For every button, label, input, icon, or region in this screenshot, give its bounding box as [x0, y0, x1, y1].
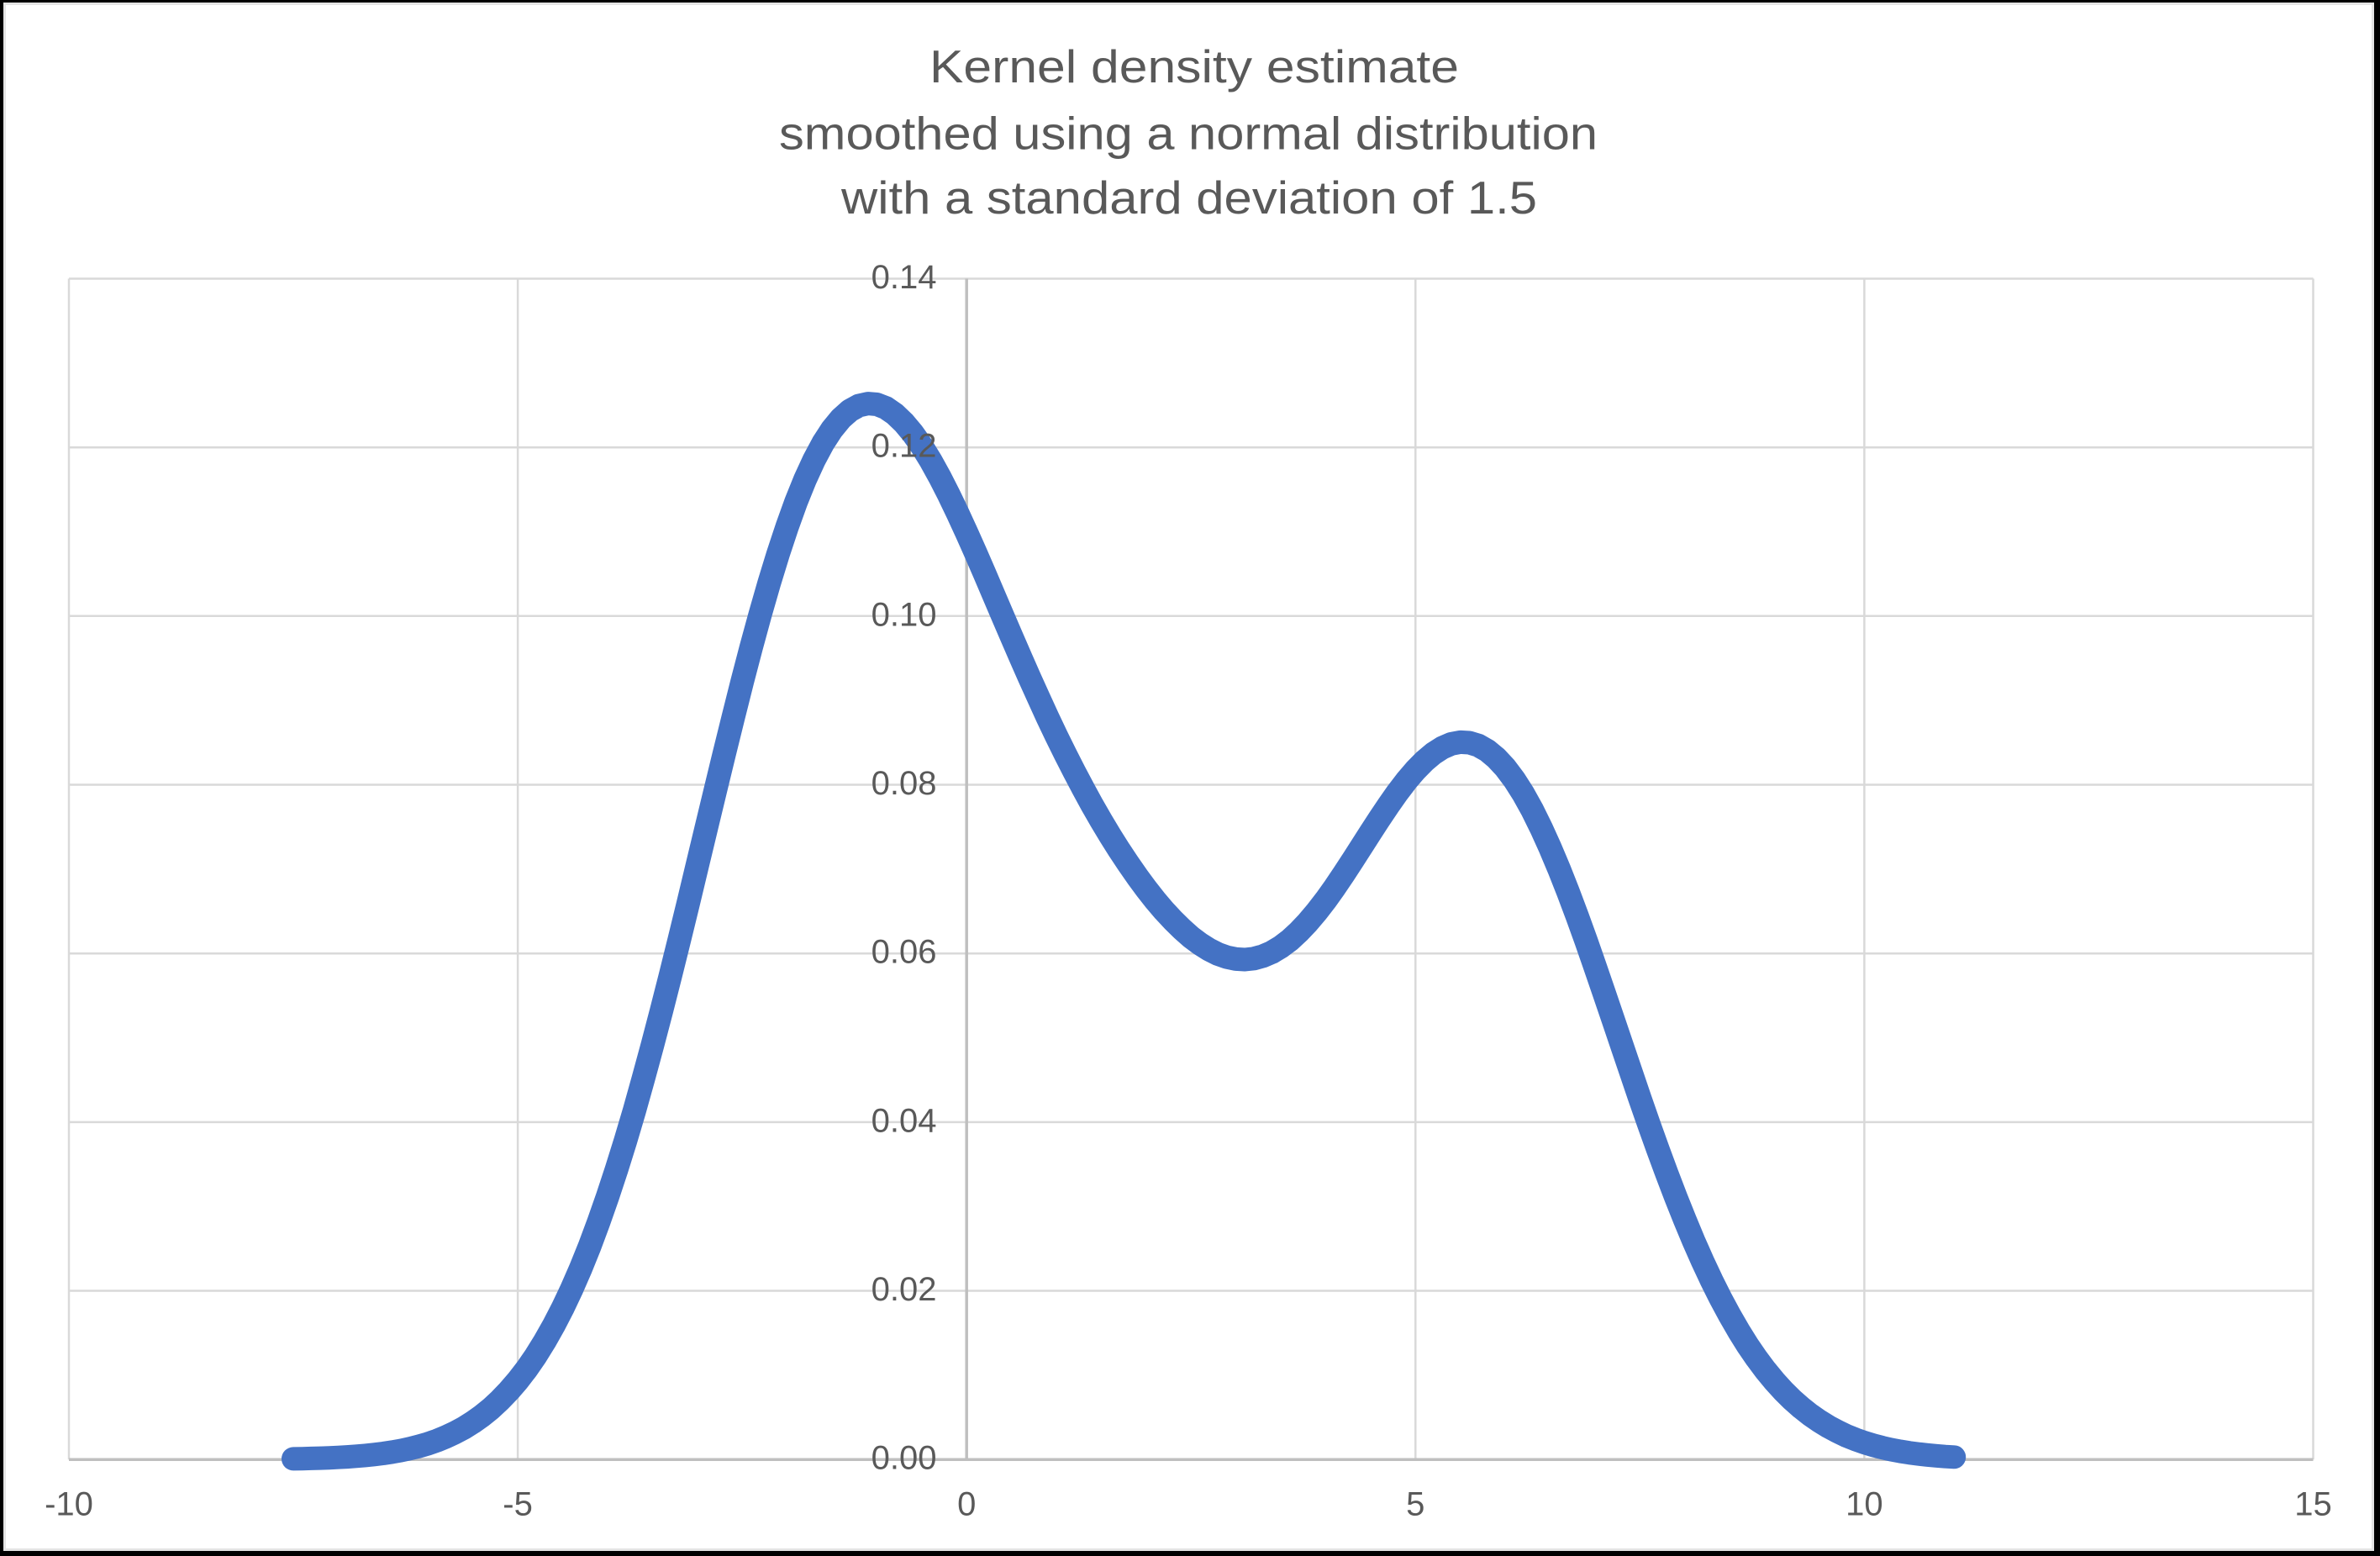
svg-text:0.04: 0.04 — [871, 1102, 937, 1139]
svg-text:0.12: 0.12 — [871, 428, 937, 465]
svg-text:0.00: 0.00 — [871, 1440, 937, 1477]
svg-text:0.06: 0.06 — [871, 934, 937, 971]
svg-text:-10: -10 — [45, 1486, 93, 1523]
svg-text:smoothed using a normal distri: smoothed using a normal distribution — [779, 108, 1598, 160]
svg-text:0.08: 0.08 — [871, 765, 937, 802]
svg-text:with a standard deviation of 1: with a standard deviation of 1.5 — [840, 171, 1537, 224]
svg-text:-5: -5 — [503, 1486, 533, 1523]
svg-text:10: 10 — [1846, 1486, 1883, 1523]
svg-text:0: 0 — [957, 1486, 976, 1523]
svg-text:5: 5 — [1406, 1486, 1424, 1523]
svg-text:0.14: 0.14 — [871, 259, 937, 296]
svg-text:0.02: 0.02 — [871, 1271, 937, 1308]
svg-text:0.10: 0.10 — [871, 596, 937, 633]
svg-text:Kernel density estimate: Kernel density estimate — [929, 40, 1459, 92]
svg-text:15: 15 — [2294, 1486, 2332, 1523]
